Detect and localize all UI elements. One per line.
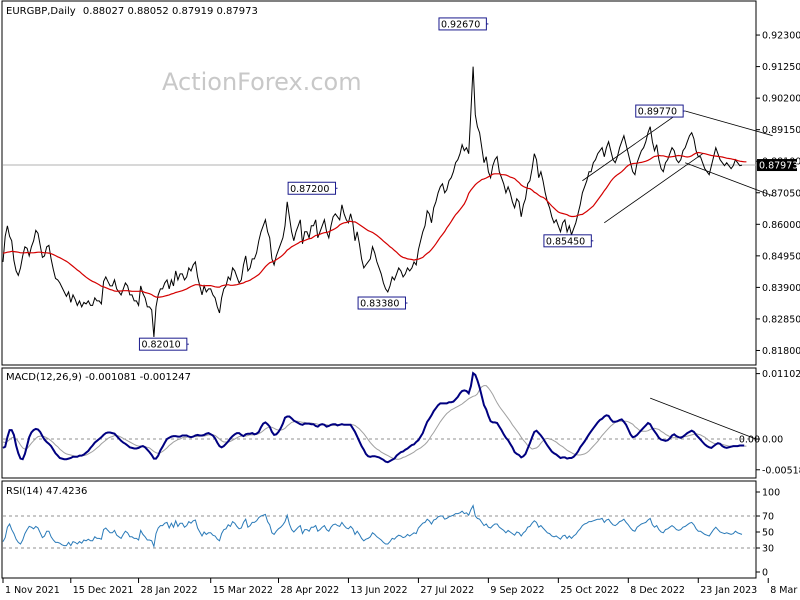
price-y-tick-label: 0.91250 [762, 62, 800, 73]
rsi-y-tick-label: 50 [762, 528, 774, 539]
annotation-box [138, 337, 188, 351]
annotation-box [438, 17, 487, 31]
price-layer: 0.923000.912500.902000.891500.881000.870… [2, 17, 800, 357]
annotation-label: 0.85450 [546, 236, 585, 247]
price-y-tick-label: 0.86000 [762, 220, 800, 231]
watermark: ActionForex.com [162, 68, 362, 96]
macd-y-tick-label: -0.005182 [762, 465, 800, 476]
macd-y-tick-label: 0.00 [762, 435, 783, 446]
rsi-panel-frame [1, 480, 757, 579]
price-y-tick-label: 0.81800 [762, 346, 800, 357]
rsi-line [2, 504, 743, 549]
macd-panel-frame [1, 367, 757, 479]
price-y-tick-label: 0.87050 [762, 188, 800, 199]
x-tick-label: 8 Mar 2023 [770, 585, 800, 596]
price-y-tick-label: 0.90200 [762, 94, 800, 105]
rsi-y-tick-label: 30 [762, 544, 774, 555]
rsi-y-tick-label: 0 [762, 568, 768, 579]
annotation-box [287, 181, 337, 195]
price-y-tick-label: 0.84950 [762, 251, 800, 262]
macd-zero-label: 0.00 [739, 435, 760, 446]
x-tick-label: 8 Dec 2022 [630, 585, 685, 596]
current-price-label: 0.87973 [759, 161, 798, 172]
rsi-title: RSI(14) 47.4236 [6, 486, 87, 497]
price-series-line [2, 66, 743, 338]
macd-y-tick-label: 0.011023 [762, 369, 800, 380]
price-trendline [685, 110, 773, 137]
price-trendline [685, 162, 773, 197]
annotation-box [635, 104, 684, 118]
annotation-box [543, 234, 592, 248]
rsi-layer: 100 70 50 30 0 [2, 488, 780, 579]
price-trendline [582, 111, 682, 182]
x-tick-label: 25 Oct 2022 [560, 585, 619, 596]
price-y-tick-label: 0.92300 [762, 31, 800, 42]
x-tick-label: 13 Jun 2022 [350, 585, 407, 596]
macd-trendline [650, 397, 757, 440]
x-tick-label: 1 Nov 2021 [5, 585, 60, 596]
current-price-box [757, 159, 797, 172]
macd-layer: 0.011023 0.00 -0.005182 0.00 [2, 369, 800, 476]
annotation-box [357, 296, 406, 310]
price-trendline [604, 153, 703, 224]
price-y-tick-label: 0.83900 [762, 283, 800, 294]
annotation-label: 0.87200 [290, 184, 329, 195]
x-tick-label: 28 Apr 2022 [280, 585, 339, 596]
price-y-tick-label: 0.82850 [762, 314, 800, 325]
annotation-label: 0.89770 [638, 107, 677, 118]
x-tick-label: 15 Dec 2021 [73, 585, 134, 596]
x-tick-label: 28 Jan 2022 [141, 585, 198, 596]
rsi-y-tick-label: 100 [762, 488, 780, 499]
annotation-label: 0.92670 [441, 19, 480, 30]
price-y-tick-label: 0.89150 [762, 125, 800, 136]
x-tick-label: 9 Sep 2022 [490, 585, 544, 596]
price-panel-frame [1, 0, 757, 366]
annotation-label: 0.82010 [141, 340, 180, 351]
moving-average-line [2, 151, 747, 298]
symbol-label: EURGBP,Daily [6, 6, 76, 17]
x-axis: 1 Nov 2021 15 Dec 2021 28 Jan 2022 15 Mar 2… [2, 578, 800, 596]
x-tick-label: 23 Jan 2023 [700, 585, 757, 596]
macd-line [2, 371, 745, 464]
rsi-y-tick-label: 70 [762, 512, 774, 523]
x-tick-label: 27 Jul 2022 [420, 585, 474, 596]
chart-header: EURGBP,Daily 0.88027 0.88052 0.87919 0.8… [6, 6, 258, 17]
annotation-label: 0.83380 [360, 299, 399, 310]
macd-title: MACD(12,26,9) -0.001081 -0.001247 [6, 372, 191, 383]
x-tick-label: 15 Mar 2022 [213, 585, 273, 596]
ohlc-values: 0.88027 0.88052 0.87919 0.87973 [83, 6, 258, 17]
